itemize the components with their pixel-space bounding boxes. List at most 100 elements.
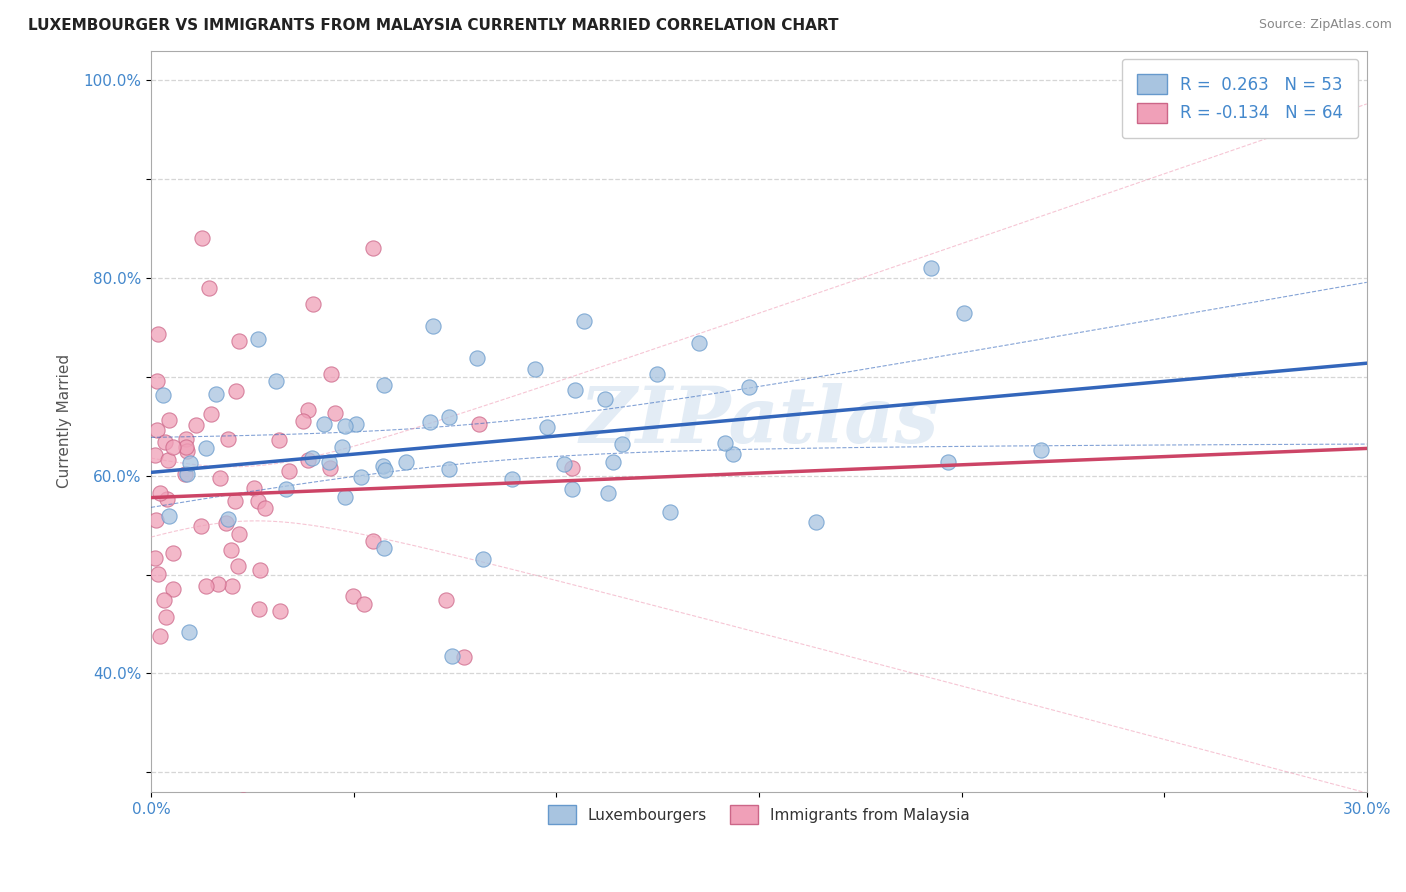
Point: [156, 453, 179, 467]
Text: ZIPatlas: ZIPatlas: [579, 383, 939, 459]
Point: [149, 485, 172, 500]
Point: [254, 500, 277, 515]
Point: [221, 579, 243, 593]
Point: [173, 467, 195, 481]
Point: [207, 577, 229, 591]
Point: [292, 414, 315, 428]
Point: [593, 392, 616, 406]
Point: [319, 461, 342, 475]
Point: [217, 432, 239, 446]
Point: [269, 604, 291, 618]
Point: [422, 319, 444, 334]
Point: [225, 384, 247, 398]
Point: [344, 417, 367, 432]
Point: [228, 527, 250, 541]
Point: [190, 519, 212, 533]
Point: [228, 334, 250, 349]
Point: [301, 297, 323, 311]
Point: [217, 512, 239, 526]
Point: [247, 602, 270, 616]
Point: [342, 589, 364, 603]
Point: [146, 326, 169, 341]
Point: [596, 486, 619, 500]
Point: [157, 413, 180, 427]
Point: [198, 281, 221, 295]
Point: [1031, 442, 1053, 457]
Point: [553, 458, 575, 472]
Point: [361, 241, 384, 255]
Point: [149, 629, 172, 643]
Point: [226, 559, 249, 574]
Point: [301, 450, 323, 465]
Point: [146, 423, 169, 437]
Point: [318, 455, 340, 469]
Point: [361, 534, 384, 549]
Point: [156, 492, 179, 507]
Point: [523, 362, 546, 376]
Point: [191, 230, 214, 244]
Point: [157, 508, 180, 523]
Point: [921, 261, 943, 276]
Point: [204, 386, 226, 401]
Point: [176, 467, 198, 481]
Point: [184, 417, 207, 432]
Point: [419, 415, 441, 429]
Point: [243, 481, 266, 495]
Point: [249, 563, 271, 577]
Point: [371, 459, 394, 474]
Point: [374, 463, 396, 477]
Point: [146, 374, 169, 388]
Point: [373, 541, 395, 555]
Point: [561, 460, 583, 475]
Point: [276, 482, 298, 496]
Point: [214, 516, 236, 530]
Point: [395, 455, 418, 469]
Point: [146, 823, 169, 838]
Point: [162, 441, 184, 455]
Point: [194, 441, 217, 455]
Point: [153, 434, 176, 449]
Point: [269, 433, 291, 447]
Point: [471, 552, 494, 566]
Point: [335, 418, 357, 433]
Point: [952, 306, 974, 320]
Point: [612, 437, 634, 451]
Point: [200, 407, 222, 421]
Point: [224, 493, 246, 508]
Point: [439, 410, 461, 425]
Point: [152, 593, 174, 607]
Point: [162, 582, 184, 597]
Point: [350, 470, 373, 484]
Point: [145, 513, 167, 527]
Point: [174, 440, 197, 454]
Point: [321, 367, 343, 381]
Point: [247, 493, 270, 508]
Point: [574, 313, 596, 327]
Point: [536, 420, 558, 434]
Point: [333, 490, 356, 504]
Point: [264, 374, 287, 388]
Point: [645, 367, 668, 381]
Point: [143, 550, 166, 565]
Point: [152, 388, 174, 402]
Point: [688, 336, 710, 351]
Point: [501, 472, 523, 486]
Legend: Luxembourgers, Immigrants from Malaysia: Luxembourgers, Immigrants from Malaysia: [536, 793, 981, 836]
Point: [373, 378, 395, 392]
Point: [194, 579, 217, 593]
Point: [723, 447, 745, 461]
Point: [208, 471, 231, 485]
Point: [434, 593, 457, 607]
Point: [146, 567, 169, 582]
Point: [936, 455, 959, 469]
Point: [162, 546, 184, 560]
Y-axis label: Currently Married: Currently Married: [58, 354, 72, 489]
Point: [465, 351, 488, 365]
Text: LUXEMBOURGER VS IMMIGRANTS FROM MALAYSIA CURRENTLY MARRIED CORRELATION CHART: LUXEMBOURGER VS IMMIGRANTS FROM MALAYSIA…: [28, 18, 838, 33]
Point: [353, 598, 375, 612]
Point: [143, 448, 166, 462]
Text: Source: ZipAtlas.com: Source: ZipAtlas.com: [1258, 18, 1392, 31]
Point: [561, 482, 583, 496]
Point: [232, 793, 254, 807]
Point: [176, 443, 198, 458]
